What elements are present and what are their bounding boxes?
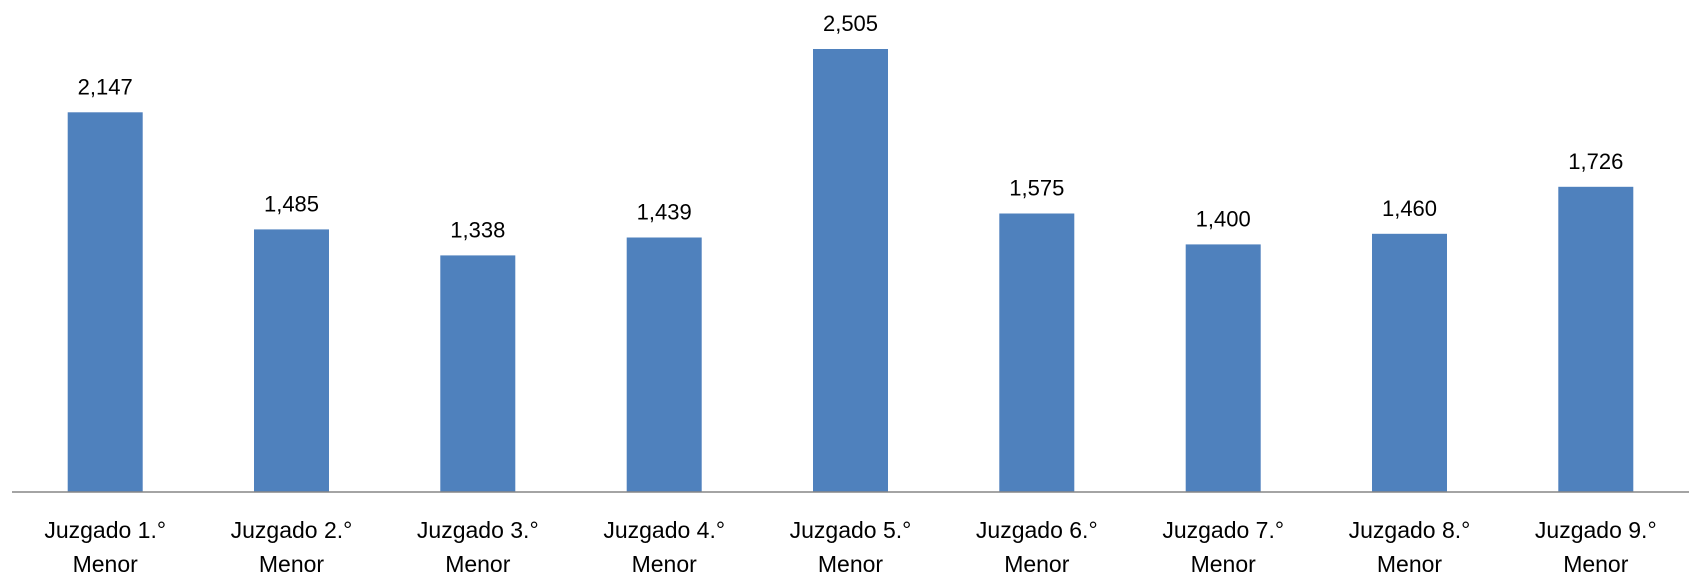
data-label-9: 1,726 <box>1568 149 1623 174</box>
x-tick-label-line: Menor <box>73 551 139 577</box>
x-tick-label-line: Menor <box>1004 551 1070 577</box>
x-tick-label-4: Juzgado 4.° Menor <box>603 517 725 577</box>
x-tick-label-2: Juzgado 2.° Menor <box>231 517 353 577</box>
bar-6 <box>999 213 1075 492</box>
x-tick-label-line: Juzgado 1.° <box>44 517 166 543</box>
bar-7 <box>1185 244 1261 492</box>
bar-2 <box>254 229 329 492</box>
bar-8 <box>1372 233 1447 493</box>
bar-4 <box>626 237 702 492</box>
x-tick-label-1: Juzgado 1.° Menor <box>44 517 166 577</box>
x-tick-label-6: Juzgado 6.° Menor <box>976 517 1098 577</box>
data-label-4: 1,439 <box>637 200 692 225</box>
data-label-3: 1,338 <box>450 217 505 242</box>
x-tick-label-9: Juzgado 9.° Menor <box>1535 517 1657 577</box>
x-tick-label-line: Juzgado 5.° <box>790 517 912 543</box>
bars-group <box>67 49 1634 493</box>
x-tick-label-line: Menor <box>1191 551 1257 577</box>
data-labels-group: 2,147 1,485 1,338 1,439 2,505 1,575 1,400 1,460… <box>78 11 1624 242</box>
x-tick-label-3: Juzgado 3.° Menor <box>417 517 539 577</box>
x-tick-label-line: Juzgado 9.° <box>1535 517 1657 543</box>
x-tick-label-line: Juzgado 4.° <box>603 517 725 543</box>
x-tick-label-line: Juzgado 3.° <box>417 517 539 543</box>
data-label-1: 2,147 <box>78 74 133 99</box>
data-label-5: 2,505 <box>823 11 878 36</box>
bar-5 <box>813 49 888 492</box>
x-tick-label-line: Juzgado 2.° <box>231 517 353 543</box>
x-tick-label-line: Menor <box>1377 551 1443 577</box>
bar-3 <box>440 255 516 492</box>
x-tick-label-line: Menor <box>818 551 884 577</box>
x-tick-label-line: Menor <box>259 551 325 577</box>
x-tick-label-line: Juzgado 8.° <box>1349 517 1471 543</box>
x-tick-label-line: Menor <box>1563 551 1629 577</box>
bar-1 <box>67 112 143 493</box>
data-label-8: 1,460 <box>1382 196 1437 221</box>
x-tick-label-5: Juzgado 5.° Menor <box>790 517 912 577</box>
x-tick-label-line: Menor <box>445 551 511 577</box>
data-label-2: 1,485 <box>264 191 319 216</box>
x-tick-label-line: Juzgado 7.° <box>1162 517 1284 543</box>
x-tick-label-line: Juzgado 6.° <box>976 517 1098 543</box>
x-tick-label-7: Juzgado 7.° Menor <box>1162 517 1284 577</box>
x-tick-label-8: Juzgado 8.° Menor <box>1349 517 1471 577</box>
x-tick-label-line: Menor <box>632 551 698 577</box>
bar-9 <box>1558 186 1634 493</box>
data-label-6: 1,575 <box>1009 176 1064 201</box>
data-label-7: 1,400 <box>1196 206 1251 231</box>
